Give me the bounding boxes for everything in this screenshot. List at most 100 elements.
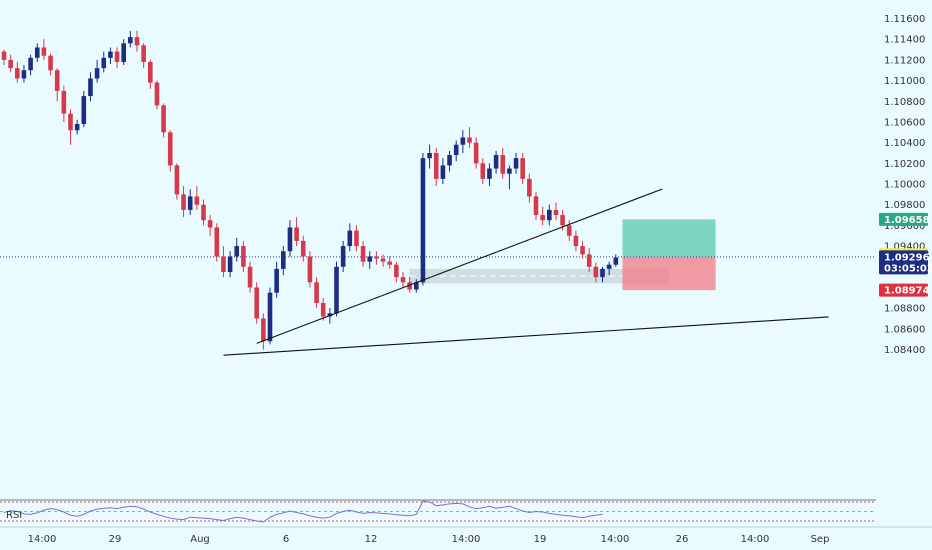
candle-body [334, 266, 339, 314]
candle-body [580, 246, 585, 255]
candle-body [207, 220, 213, 228]
stop-loss-zone[interactable] [622, 256, 716, 291]
candle-body [347, 230, 353, 247]
candle-body [287, 227, 293, 252]
candle-body [161, 105, 166, 133]
time-tick-label: 6 [283, 534, 289, 545]
candle-body [414, 282, 419, 290]
candle-body [74, 124, 80, 131]
price-tick-label: 1.09800 [884, 200, 925, 211]
candle-body [487, 168, 492, 179]
candle-body [1, 51, 7, 60]
candle-body [241, 246, 246, 267]
candle-body [128, 37, 133, 44]
time-tick-label: 19 [534, 534, 547, 545]
rsi-pane: RSI [0, 499, 876, 523]
price-tick-label: 1.09400 [884, 242, 925, 253]
candle-body [467, 137, 472, 143]
price-tick-label: 1.08800 [884, 304, 925, 315]
candle-body [254, 287, 259, 319]
candle-body [227, 256, 233, 272]
candle-body [400, 277, 406, 283]
candle-body [94, 68, 100, 79]
candle-body [281, 251, 286, 269]
candle-body [300, 240, 306, 257]
candle-body [547, 209, 552, 221]
candle-body [261, 318, 266, 342]
candle-body [15, 68, 20, 79]
time-axis[interactable]: 14:00 29 Aug 6 12 14:00 19 14:00 26 14:00 Sep [0, 526, 932, 545]
candle-body [527, 178, 532, 197]
candle-body [41, 47, 47, 56]
candle-body [420, 158, 426, 283]
price-tick-label: 1.08600 [884, 324, 925, 335]
candle-body [533, 196, 539, 216]
candle-body [540, 215, 545, 221]
time-tick-label: 14:00 [741, 534, 770, 545]
price-tick-label: 1.10800 [884, 97, 925, 108]
candle-body [507, 168, 512, 174]
candle-body [267, 292, 273, 342]
price-tick-label: 1.10600 [884, 117, 925, 128]
candle-body [294, 227, 299, 241]
price-tick-label: 1.11000 [884, 76, 925, 87]
candle-body [367, 256, 373, 262]
candle-body [174, 165, 180, 195]
candle-body [387, 261, 392, 265]
candle-body [101, 57, 107, 69]
candle-body [108, 51, 113, 58]
candle-body [374, 256, 379, 259]
take-profit-zone[interactable] [622, 219, 716, 257]
time-tick-label: Sep [811, 534, 830, 545]
rsi-line [3, 500, 603, 523]
candle-body [553, 209, 559, 216]
candle-body [187, 196, 193, 210]
candle-body [320, 302, 326, 317]
candle-body [247, 266, 253, 288]
price-tick-label: 1.11200 [884, 55, 925, 66]
candle-body [453, 144, 459, 156]
time-tick-label: 14:00 [28, 534, 57, 545]
candle-body [500, 155, 506, 174]
candle-body [68, 113, 73, 131]
trendline-2[interactable] [223, 316, 829, 356]
candle-body [354, 230, 359, 247]
candle-body [194, 196, 200, 205]
candle-body [181, 194, 186, 210]
candle-body [380, 258, 386, 262]
candle-body [167, 132, 173, 166]
price-tick-label: 1.10200 [884, 159, 925, 170]
candle-body [606, 264, 612, 269]
price-tick-label: 1.08400 [884, 345, 925, 356]
candle-body [440, 165, 446, 179]
candle-body [340, 246, 346, 267]
candle-body [460, 137, 466, 145]
candle-body [307, 256, 313, 283]
trendlines-layer [223, 188, 829, 356]
time-tick-label: Aug [190, 534, 210, 545]
candle-body [34, 47, 40, 58]
price-tick-label: 1.11400 [884, 35, 925, 46]
stop-loss-label: 1.08974 [884, 286, 930, 297]
candle-body [573, 235, 579, 247]
candles-layer [1, 30, 619, 350]
trendline-1[interactable] [256, 188, 663, 344]
candle-body [154, 82, 160, 106]
candle-body [221, 256, 226, 272]
candle-body [148, 61, 153, 83]
candle-body [513, 158, 519, 169]
take-profit-badge [879, 212, 928, 226]
candle-body [433, 152, 439, 179]
candle-body [600, 268, 605, 278]
candle-body [520, 158, 525, 179]
candle-body [114, 51, 120, 62]
time-tick-label: 12 [365, 534, 378, 545]
candle-body [234, 246, 240, 257]
candle-body [473, 142, 479, 164]
price-axis[interactable]: 1.11600 1.11400 1.11200 1.11000 1.10800 1.106… [884, 14, 925, 356]
candle-body [560, 215, 565, 226]
candle-body [274, 268, 279, 293]
current-price-label: 1.09296 [884, 252, 930, 263]
